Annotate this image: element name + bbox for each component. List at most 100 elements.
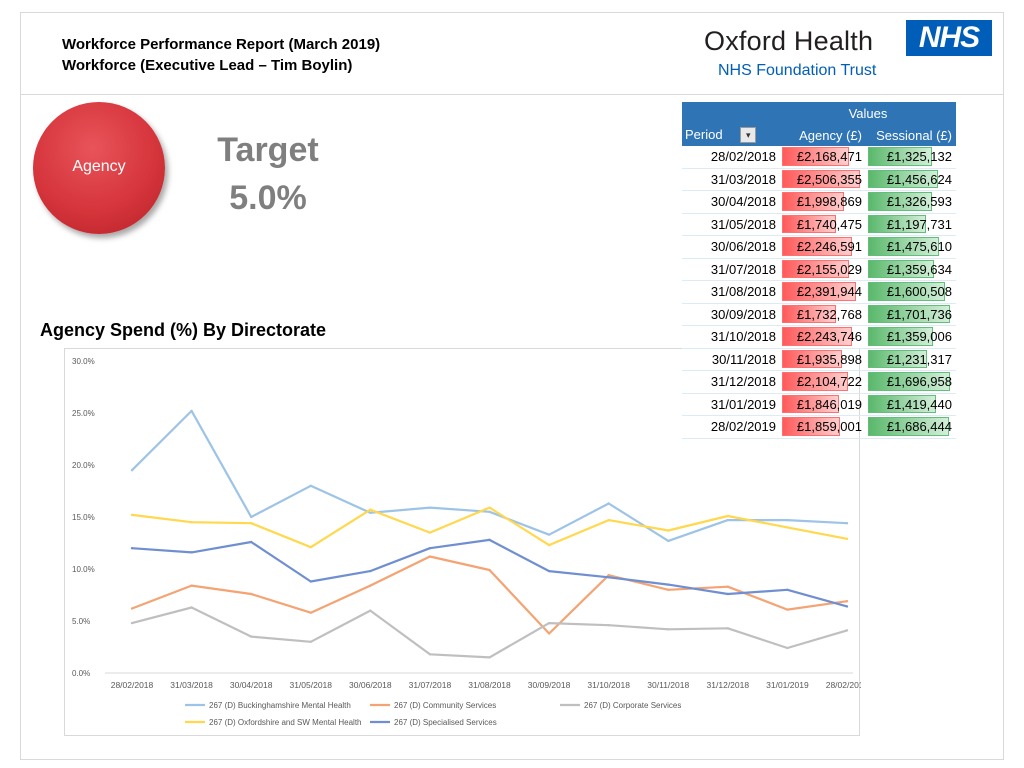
sort-filter-icon[interactable]: ▾: [740, 127, 757, 144]
series-line-3: [131, 606, 848, 659]
series-point-4: [309, 545, 312, 549]
pivot-period-cell: 31/03/2018: [710, 171, 776, 187]
agency-spend-chart: 0.0% 5.0% 10.0% 15.0% 20.0% 25.0% 30.0% 28/02/2…: [64, 348, 861, 736]
x-tick-label: 31/07/2018: [409, 680, 452, 690]
pivot-period-cell: 30/11/2018: [711, 351, 776, 367]
agency-data-bar: [782, 417, 840, 436]
series-point-3: [667, 628, 670, 631]
series-point-1: [369, 511, 372, 515]
series-point-5: [726, 592, 730, 596]
y-tick-label: 5.0%: [72, 617, 90, 626]
series-point-5: [607, 576, 610, 579]
pivot-sessional-cell: £1,231,317: [866, 348, 956, 371]
pivot-agency-value: £1,998,869: [796, 194, 862, 210]
legend-label: 267 (D) Buckinghamshire Mental Health: [209, 701, 351, 710]
pivot-row: 30/04/2018 £1,998,869 £1,326,593: [682, 191, 956, 213]
series-point-1: [428, 506, 432, 509]
pivot-sessional-cell: £1,475,610: [866, 236, 956, 259]
sessional-data-bar: [868, 169, 939, 188]
pivot-header-period-label: Period: [685, 126, 723, 142]
x-tick-label: 31/08/2018: [468, 680, 511, 690]
series-point-2: [786, 608, 789, 611]
pivot-row: 30/09/2018 £1,732,768 £1,701,736: [682, 303, 956, 326]
series-point-4: [667, 529, 670, 532]
pivot-period-cell: 28/02/2019: [710, 419, 776, 435]
pivot-agency-cell: £1,935,898: [780, 348, 866, 371]
series-point-4: [547, 543, 551, 547]
legend-label: 267 (D) Corporate Services: [584, 701, 681, 710]
y-tick-label: 30.0%: [72, 357, 95, 366]
series-point-4: [428, 531, 432, 534]
sessional-data-bar: [868, 237, 940, 256]
series-point-5: [667, 583, 670, 586]
series-point-3: [845, 629, 849, 632]
pivot-body: 28/02/2018 £2,168,471 £1,325,132 31/03/2018…: [682, 146, 956, 438]
pivot-agency-cell: £2,246,591: [780, 236, 866, 259]
sessional-data-bar: [868, 372, 950, 391]
pivot-row: 31/07/2018 £2,155,029 £1,359,634: [682, 258, 956, 281]
x-tick-label: 31/10/2018: [587, 680, 630, 690]
series-point-5: [190, 551, 193, 554]
sessional-data-bar: [868, 282, 946, 301]
agency-data-bar: [782, 192, 845, 211]
y-tick-label: 25.0%: [72, 409, 95, 418]
series-point-2: [488, 568, 491, 572]
pivot-sessional-cell: £1,686,444: [866, 416, 956, 439]
org-name: Oxford Health: [704, 26, 874, 56]
series-point-1: [249, 515, 253, 519]
series-point-4: [726, 514, 730, 518]
pivot-agency-cell: £2,155,029: [780, 258, 866, 281]
pivot-sessional-value: £1,600,508: [886, 284, 952, 300]
series-point-1: [786, 518, 789, 522]
agency-data-bar: [782, 327, 852, 346]
series-point-1: [607, 502, 610, 505]
series-point-3: [190, 606, 193, 609]
sessional-data-bar: [868, 304, 950, 323]
sessional-data-bar: [868, 192, 932, 211]
series-point-4: [130, 513, 134, 517]
sessional-data-bar: [868, 147, 932, 166]
pivot-agency-value: £2,506,355: [796, 171, 862, 187]
pivot-sessional-cell: £1,359,006: [866, 326, 956, 349]
pivot-sessional-cell: £1,197,731: [866, 213, 956, 236]
pivot-period-cell: 31/05/2018: [710, 216, 776, 232]
x-tick-label: 30/04/2018: [230, 680, 273, 690]
pivot-row: 31/03/2018 £2,506,355 £1,456,624: [682, 168, 956, 191]
org-subtitle: NHS Foundation Trust: [718, 62, 877, 79]
nhs-logo-icon: NHS: [906, 20, 992, 56]
sessional-data-bar: [868, 349, 928, 368]
pivot-sessional-cell: £1,600,508: [866, 281, 956, 304]
pivot-agency-value: £2,243,746: [796, 329, 862, 345]
series-line-4: [131, 506, 848, 549]
pivot-period-cell: 30/09/2018: [710, 306, 776, 322]
series-point-4: [607, 518, 610, 522]
pivot-agency-cell: £1,846,019: [780, 393, 866, 416]
series-line-5: [131, 538, 848, 608]
series-point-2: [428, 555, 432, 558]
series-point-4: [249, 522, 253, 525]
pivot-sessional-cell: £1,325,132: [866, 146, 956, 168]
pivot-header-period[interactable]: Period ▾: [682, 124, 780, 146]
pivot-sessional-value: £1,359,634: [886, 261, 952, 277]
pivot-row: 31/05/2018 £1,740,475 £1,197,731: [682, 213, 956, 236]
series-point-2: [249, 592, 253, 596]
series-point-5: [130, 547, 134, 550]
chart-title: Agency Spend (%) By Directorate: [40, 320, 327, 340]
pivot-sessional-value: £1,197,731: [886, 216, 952, 232]
report-title: Workforce Performance Report (March 2019…: [62, 34, 380, 76]
y-tick-label: 0.0%: [72, 669, 90, 678]
pivot-agency-value: £2,246,591: [796, 239, 862, 255]
series-point-5: [488, 538, 491, 542]
pivot-period-cell: 30/04/2018: [710, 194, 776, 210]
series-point-3: [726, 627, 730, 630]
y-tick-label: 15.0%: [72, 513, 95, 522]
series-point-4: [369, 508, 372, 511]
report-title-line2: Workforce (Executive Lead – Tim Boylin): [62, 57, 353, 74]
agency-data-bar: [782, 237, 852, 256]
x-tick-label: 30/06/2018: [349, 680, 392, 690]
series-point-4: [488, 506, 491, 509]
pivot-header-values: Values: [780, 102, 956, 124]
pivot-agency-cell: £2,506,355: [780, 168, 866, 191]
sessional-data-bar: [868, 417, 950, 436]
pivot-sessional-value: £1,686,444: [886, 419, 952, 435]
